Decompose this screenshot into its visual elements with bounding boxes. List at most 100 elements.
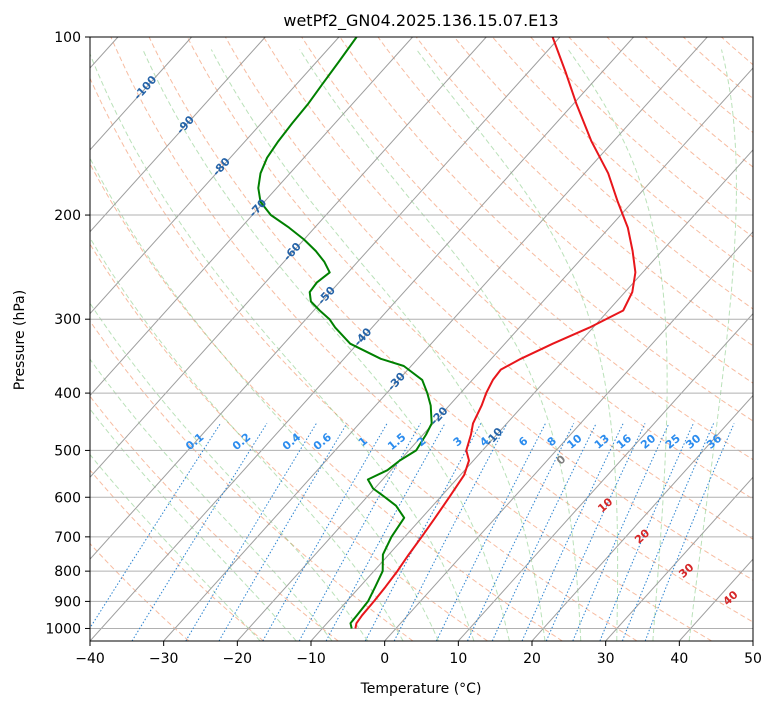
isotherm	[384, 230, 753, 641]
dry-adiabat	[530, 37, 753, 238]
isotherm	[90, 37, 266, 233]
mixing-ratio-label: 30	[683, 432, 703, 452]
mixing-ratio-line	[599, 423, 694, 641]
y-tick-label: 1000	[45, 621, 81, 637]
mixing-ratio-line	[131, 423, 268, 641]
axis-ticks: −40 −30 −20 −10 0 10 20 30 40 5010009008007006005…	[45, 30, 762, 667]
isotherm	[605, 476, 753, 641]
mixing-ratio-label: 36	[704, 432, 724, 452]
dry-adiabat	[148, 37, 753, 623]
isotherm	[90, 37, 634, 641]
dry-adiabat	[568, 37, 753, 203]
isotherm	[457, 312, 753, 641]
mixing-ratio-label: 2	[415, 434, 429, 449]
dry-adiabat	[186, 37, 753, 581]
mixing-ratio-line	[644, 423, 735, 641]
moist-adiabat	[90, 52, 475, 641]
isotherm	[90, 37, 340, 315]
dry-adiabat	[760, 37, 775, 641]
x-tick-label: −10	[296, 651, 326, 667]
y-tick-label: 900	[54, 594, 81, 610]
moist-adiabat	[142, 49, 510, 641]
moist-adiabat	[210, 49, 546, 641]
dry-adiabat	[721, 37, 753, 66]
mixing-ratio-label: 6	[516, 434, 530, 449]
isotherm	[310, 149, 753, 641]
moist-adiabat	[416, 49, 619, 641]
y-tick-label: 500	[54, 443, 81, 459]
moist-adiabat	[688, 49, 737, 641]
mixing-ratio-label: 1	[356, 434, 370, 449]
x-tick-label: 50	[744, 651, 762, 667]
dry-adiabat	[90, 542, 190, 641]
dry-adiabat	[110, 37, 712, 641]
moist-adiabat	[299, 49, 582, 641]
x-tick-label: 30	[597, 651, 615, 667]
moist-adiabat	[90, 408, 297, 641]
y-tick-label: 600	[54, 490, 81, 506]
y-tick-label: 800	[54, 564, 81, 580]
dry-adiabat	[682, 37, 753, 100]
mixing-ratio-line	[325, 423, 446, 641]
moist-adiabat	[90, 237, 404, 641]
y-tick-label: 400	[54, 386, 81, 402]
x-tick-label: −40	[75, 651, 105, 667]
isotherm	[90, 37, 192, 151]
mixing-ratio-line	[491, 423, 597, 641]
moist-adiabat	[90, 157, 439, 641]
moist-adiabat-label: 10	[595, 495, 615, 515]
moist-adiabat	[90, 453, 261, 641]
x-tick-label: 10	[449, 651, 467, 667]
background-grid	[90, 37, 775, 641]
mixing-ratio-label: 0.4	[280, 430, 304, 453]
isopleth-labels: 0.1 0.2 0.4 0.6 1 1.5 2 3 4 6 8 10 13 16 20 25 30 36-100-…	[131, 73, 741, 608]
isotherm	[163, 37, 708, 641]
dry-adiabat	[90, 162, 563, 641]
dry-adiabat	[301, 37, 753, 461]
isotherm	[531, 394, 753, 641]
mixing-ratio-line	[572, 423, 670, 641]
mixing-ratio-label: 13	[592, 432, 612, 452]
moist-adiabat	[90, 302, 369, 641]
moist-adiabat	[567, 49, 668, 641]
moist-adiabat-label: 20	[632, 526, 652, 546]
dry-adiabat	[224, 37, 753, 540]
mixing-ratio-label: 3	[451, 434, 465, 449]
mixing-ratio-line	[364, 423, 482, 641]
dry-adiabat	[492, 37, 753, 274]
x-tick-label: 20	[523, 651, 541, 667]
dry-adiabat	[90, 395, 339, 641]
y-axis-label: Pressure (hPa)	[12, 290, 28, 390]
x-tick-label: 0	[380, 651, 389, 667]
dry-adiabat	[644, 37, 753, 134]
plot-frame	[89, 36, 754, 642]
x-axis-label: Temperature (°C)	[360, 681, 482, 697]
mixing-ratio-label: 8	[545, 434, 559, 449]
mixing-ratio-label: 10	[564, 432, 584, 452]
y-tick-label: 100	[54, 30, 81, 46]
y-tick-label: 700	[54, 530, 81, 546]
mixing-ratio-line	[298, 423, 421, 641]
isotherm	[752, 640, 753, 641]
mixing-ratio-line	[393, 423, 508, 641]
temperature-profile	[354, 37, 637, 629]
mixing-ratio-line	[545, 423, 646, 641]
dewpoint-profile	[257, 37, 433, 629]
dry-adiabat	[377, 37, 753, 384]
chart-title: wetPf2_GN04.2025.136.15.07.E13	[283, 11, 558, 31]
mixing-ratio-line	[521, 423, 624, 641]
moist-adiabat-label: 0	[554, 452, 569, 467]
mixing-ratio-line	[185, 423, 317, 641]
mixing-ratio-line	[621, 423, 715, 641]
dry-adiabat	[606, 37, 753, 168]
dry-adiabat	[90, 320, 414, 641]
isotherm	[90, 37, 413, 397]
dry-adiabat	[90, 77, 638, 641]
isotherm	[90, 37, 487, 479]
isotherm	[236, 67, 753, 641]
x-tick-label: −30	[149, 651, 179, 667]
dry-adiabat	[415, 37, 753, 347]
mixing-ratio-line	[90, 423, 221, 629]
x-tick-label: −20	[223, 651, 253, 667]
